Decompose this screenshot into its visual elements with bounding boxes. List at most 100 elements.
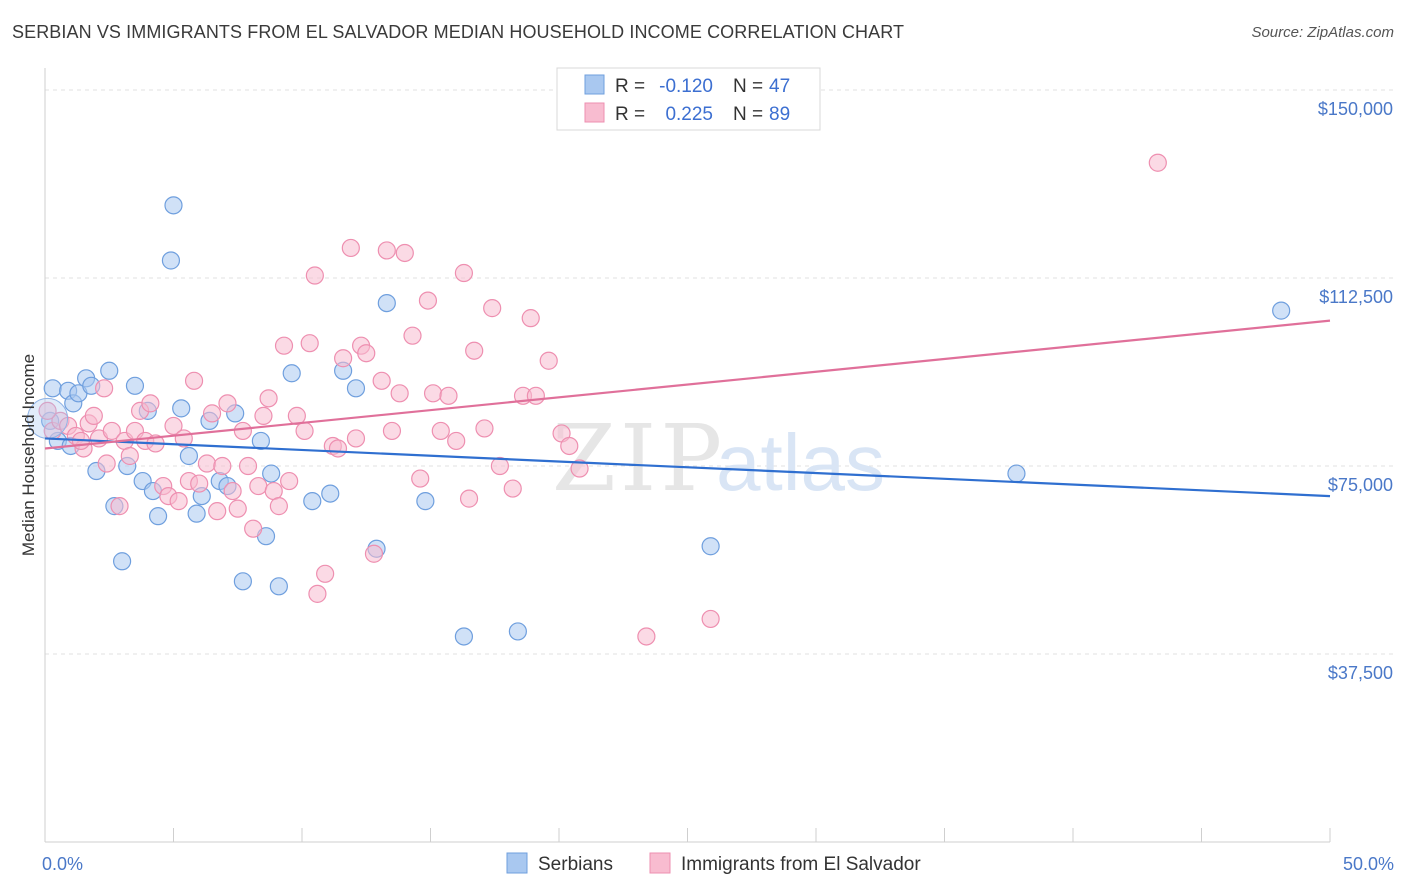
bottom-legend-label-1: Immigrants from El Salvador — [681, 854, 921, 875]
point-1-12 — [120, 446, 139, 466]
point-0-17 — [161, 251, 181, 270]
legend-box: R = -0.120 N = 47 R = 0.225 N = 89 — [556, 67, 821, 131]
point-1-27 — [202, 404, 222, 423]
point-1-74 — [490, 456, 509, 476]
legend-swatch-0 — [584, 74, 605, 95]
point-1-68 — [447, 431, 466, 451]
legend-r-label-1: R = — [615, 104, 645, 125]
point-1-44 — [295, 421, 314, 441]
trend-line-0 — [44, 437, 1331, 498]
bottom-legend-swatch-0 — [506, 852, 528, 874]
legend-n-value-1: 89 — [769, 104, 790, 125]
point-1-24 — [184, 371, 204, 390]
point-1-46 — [305, 266, 324, 285]
y-tick-label-3: $150,000 — [1318, 99, 1393, 119]
point-0-44 — [1272, 301, 1291, 320]
point-1-62 — [403, 326, 422, 345]
point-0-41 — [508, 622, 527, 641]
point-1-61 — [395, 243, 414, 263]
legend-n-label-0: N = — [733, 76, 763, 97]
point-1-71 — [465, 341, 484, 360]
point-0-21 — [187, 504, 206, 523]
point-1-67 — [439, 386, 458, 405]
point-1-47 — [308, 584, 327, 603]
point-1-38 — [259, 389, 278, 408]
legend-n-label-1: N = — [733, 104, 763, 125]
chart-title: SERBIAN VS IMMIGRANTS FROM EL SALVADOR M… — [12, 22, 905, 42]
point-1-83 — [637, 627, 656, 646]
point-1-26 — [197, 454, 217, 473]
point-1-60 — [390, 384, 409, 403]
point-1-42 — [280, 471, 299, 491]
x-tick-label-1: 50.0% — [1343, 854, 1394, 874]
point-0-16 — [148, 507, 168, 526]
point-1-9 — [102, 421, 121, 441]
point-1-65 — [423, 384, 443, 403]
point-1-6 — [84, 406, 103, 425]
point-1-75 — [503, 479, 522, 498]
point-1-32 — [228, 499, 247, 518]
point-1-66 — [431, 421, 450, 441]
trend-lines — [44, 319, 1331, 498]
point-1-69 — [454, 263, 474, 283]
point-1-39 — [264, 481, 283, 501]
y-axis-label: Median Household Income — [19, 354, 38, 556]
point-1-50 — [328, 439, 348, 458]
point-1-48 — [316, 564, 335, 583]
point-0-43 — [1007, 464, 1026, 483]
point-1-45 — [300, 334, 319, 353]
point-0-30 — [262, 464, 281, 483]
gridlines — [45, 89, 1395, 655]
point-0-19 — [172, 399, 191, 418]
point-1-34 — [238, 456, 258, 476]
point-0-12 — [125, 376, 145, 395]
point-1-16 — [141, 394, 160, 413]
point-0-18 — [164, 196, 183, 215]
point-1-86 — [38, 401, 57, 420]
point-1-20 — [164, 416, 183, 436]
point-1-41 — [274, 336, 294, 355]
chart-source: Source: ZipAtlas.com — [1251, 24, 1394, 41]
point-1-10 — [110, 497, 129, 516]
point-1-29 — [213, 456, 232, 476]
y-tick-label-1: $75,000 — [1328, 475, 1393, 495]
point-1-35 — [244, 519, 263, 538]
watermark: ZIP atlas — [552, 405, 885, 512]
legend-swatch-1 — [584, 102, 605, 123]
point-1-85 — [1148, 153, 1167, 172]
point-0-38 — [377, 293, 396, 313]
legend-r-label-0: R = — [615, 76, 645, 97]
legend-n-value-0: 47 — [769, 76, 790, 97]
point-1-82 — [570, 459, 589, 478]
point-1-57 — [372, 371, 391, 390]
point-1-21 — [169, 492, 188, 511]
point-1-58 — [377, 241, 396, 260]
point-0-28 — [251, 431, 270, 451]
point-1-28 — [208, 502, 227, 521]
point-1-56 — [364, 544, 384, 563]
axes — [44, 68, 1331, 843]
point-0-36 — [346, 379, 366, 398]
y-tick-labels: $37,500 $75,000 $112,500 $150,000 — [1318, 99, 1393, 683]
bottom-legend: Serbians Immigrants from El Salvador — [506, 852, 921, 875]
point-1-25 — [190, 474, 209, 493]
data-points — [27, 153, 1291, 646]
legend-r-value-1: 0.225 — [665, 104, 713, 125]
point-0-34 — [321, 484, 340, 503]
point-1-78 — [526, 386, 545, 405]
point-1-64 — [418, 291, 438, 310]
point-1-31 — [223, 481, 242, 501]
point-1-81 — [560, 436, 579, 456]
point-1-88 — [97, 454, 116, 473]
point-1-37 — [254, 406, 273, 425]
point-1-55 — [357, 344, 376, 363]
point-0-8 — [100, 361, 119, 380]
point-0-42 — [701, 537, 720, 556]
point-0-27 — [233, 572, 252, 591]
watermark-atlas: atlas — [716, 418, 885, 507]
point-1-63 — [411, 469, 430, 488]
point-0-40 — [454, 627, 474, 646]
point-0-39 — [416, 492, 435, 511]
watermark-zip: ZIP — [552, 405, 726, 512]
